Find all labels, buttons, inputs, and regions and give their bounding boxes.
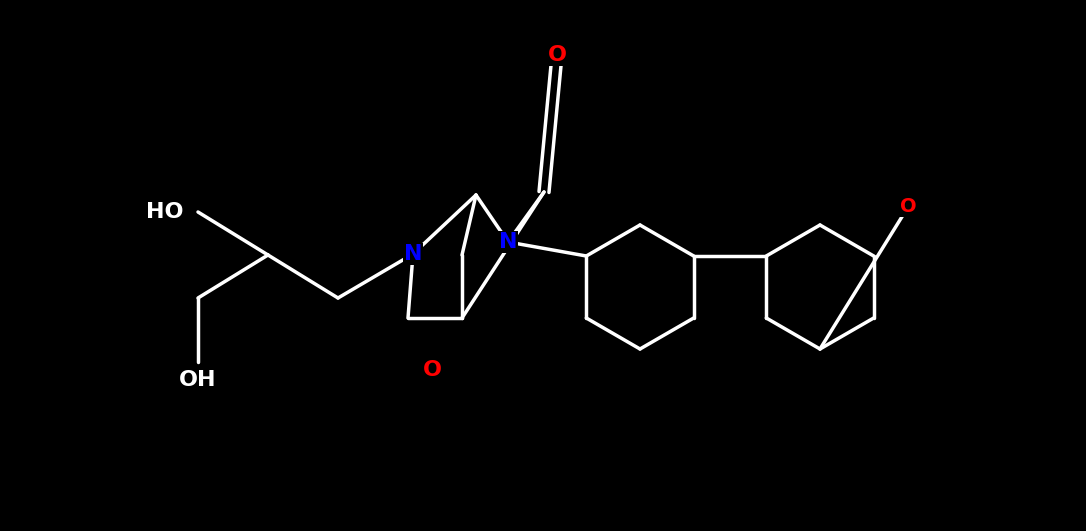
Text: HO: HO [146,202,184,222]
Text: N: N [404,244,422,264]
Text: O: O [547,45,567,65]
Text: O: O [422,360,442,380]
Text: O: O [899,198,917,217]
Text: OH: OH [179,370,217,390]
Text: N: N [498,232,517,252]
